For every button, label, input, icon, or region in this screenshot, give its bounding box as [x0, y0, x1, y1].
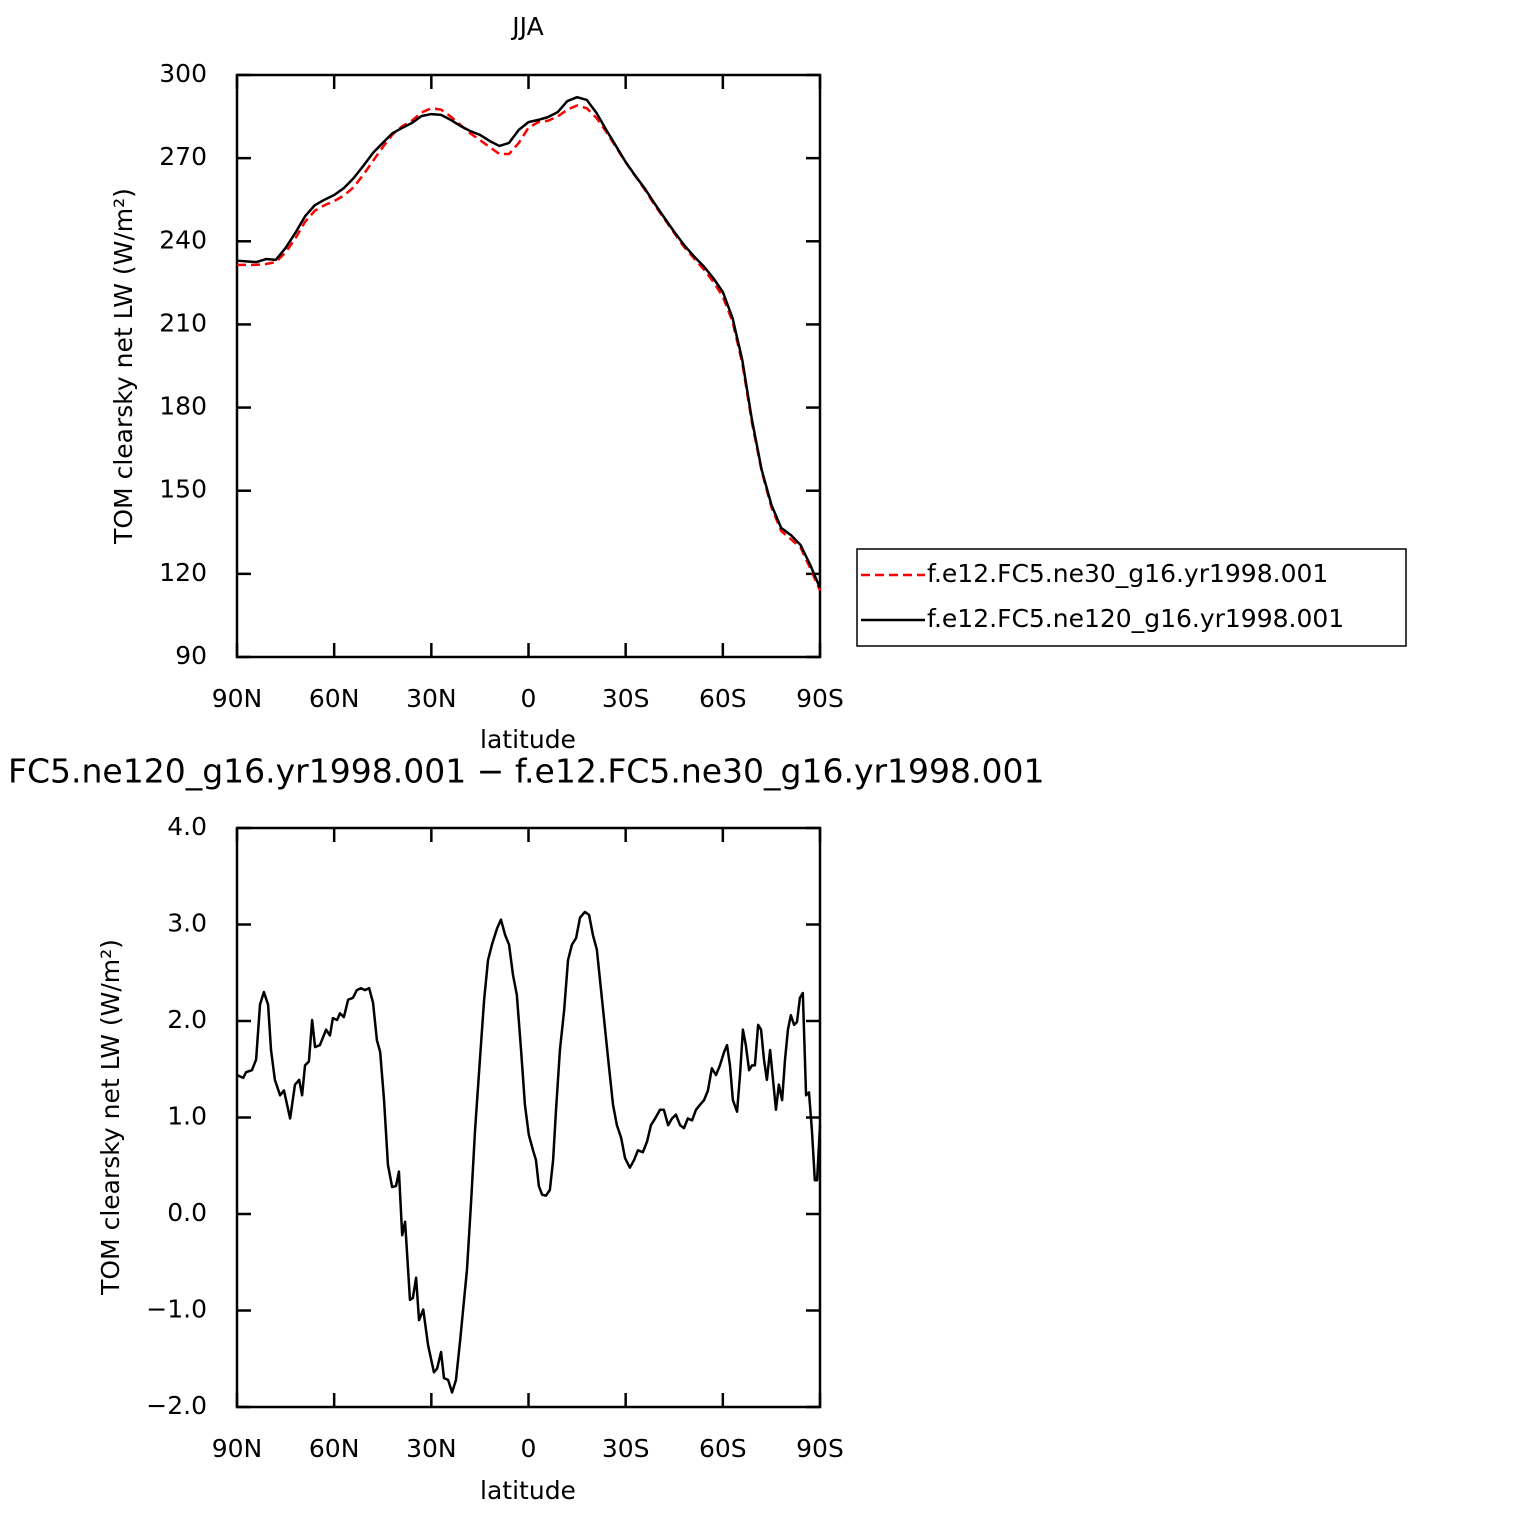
y-tick-label: 4.0	[167, 812, 207, 841]
plot-frame	[235, 73, 822, 659]
legend-label: f.e12.FC5.ne120_g16.yr1998.001	[927, 604, 1344, 633]
y-tick-label: −2.0	[146, 1391, 207, 1420]
x-tick-label: 0	[521, 1434, 537, 1463]
y-tick-label: 0.0	[167, 1198, 207, 1227]
x-tick-label: 30S	[602, 684, 650, 713]
x-tick-label: 30N	[406, 1434, 457, 1463]
x-tick-label: 90N	[212, 1434, 263, 1463]
x-tick-label: 30S	[602, 1434, 650, 1463]
plot-frame	[235, 826, 822, 1409]
y-tick-label: 150	[159, 475, 207, 504]
y-tick-label: 90	[175, 641, 207, 670]
x-tick-label: 60S	[699, 1434, 747, 1463]
data-line	[236, 910, 822, 1394]
x-tick-label: 90S	[796, 684, 844, 713]
x-axis-label: latitude	[480, 1476, 576, 1505]
y-tick-label: 240	[159, 225, 207, 254]
x-tick-label: 30N	[406, 684, 457, 713]
y-tick-label: 270	[159, 142, 207, 171]
chart-title: JJA	[510, 12, 543, 41]
legend-box	[856, 548, 1407, 647]
y-tick-label: 3.0	[167, 909, 207, 938]
y-tick-label: −1.0	[146, 1295, 207, 1324]
y-tick-label: 1.0	[167, 1102, 207, 1131]
y-tick-label: 2.0	[167, 1005, 207, 1034]
chart-title: FC5.ne120_g16.yr1998.001 − f.e12.FC5.ne3…	[8, 752, 1045, 791]
x-axis-label: latitude	[480, 725, 576, 754]
x-tick-label: 90S	[796, 1434, 844, 1463]
y-tick-label: 210	[159, 308, 207, 337]
y-tick-label: 300	[159, 59, 207, 88]
y-tick-label: 180	[159, 392, 207, 421]
y-tick-label: 120	[159, 558, 207, 587]
x-tick-label: 60N	[309, 684, 360, 713]
legend-label: f.e12.FC5.ne30_g16.yr1998.001	[927, 559, 1328, 588]
y-axis-label: TOM clearsky net LW (W/m²)	[109, 188, 138, 545]
data-line	[236, 95, 822, 589]
x-tick-label: 0	[521, 684, 537, 713]
data-line	[237, 104, 822, 591]
x-tick-label: 60N	[309, 1434, 360, 1463]
x-tick-label: 90N	[212, 684, 263, 713]
x-tick-label: 60S	[699, 684, 747, 713]
y-axis-label: TOM clearsky net LW (W/m²)	[96, 939, 125, 1296]
